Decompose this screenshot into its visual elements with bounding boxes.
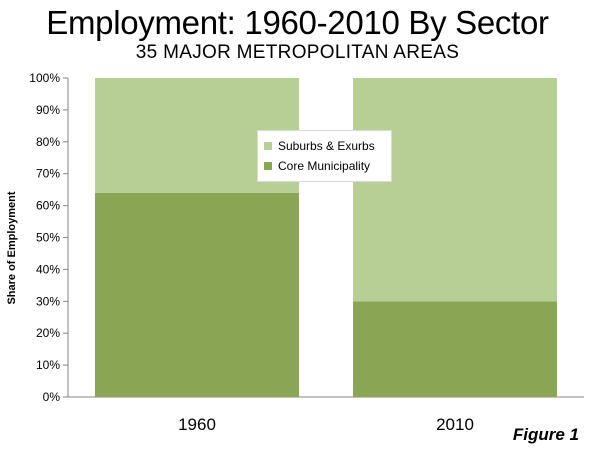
y-tick-label: 80% [36, 135, 60, 149]
legend-label-suburbs: Suburbs & Exurbs [278, 139, 375, 153]
chart-subtitle: 35 MAJOR METROPOLITAN AREAS [135, 42, 460, 63]
chart-title: Employment: 1960-2010 By Sector [46, 4, 549, 41]
legend-label-core: Core Municipality [278, 159, 371, 173]
y-tick-label: 0% [43, 390, 61, 404]
y-tick-label: 40% [36, 262, 60, 276]
bar-suburbs-2010 [353, 78, 557, 302]
legend-item-core: Core Municipality [264, 158, 370, 174]
x-tick-label: 1960 [178, 415, 216, 434]
bar-core-2010 [353, 301, 557, 397]
y-tick-label: 100% [29, 71, 60, 85]
y-tick-label: 70% [36, 167, 60, 181]
legend-swatch-core [264, 162, 272, 170]
y-tick-label: 10% [36, 358, 60, 372]
x-tick-label: 2010 [436, 415, 474, 434]
legend-item-suburbs: Suburbs & Exurbs [264, 138, 375, 154]
y-tick-label: 20% [36, 326, 60, 340]
y-tick-label: 30% [36, 294, 60, 308]
legend-swatch-suburbs [264, 142, 272, 150]
legend: Suburbs & Exurbs Core Municipality [257, 130, 392, 182]
y-tick-label: 60% [36, 199, 60, 213]
figure-label: Figure 1 [512, 425, 579, 444]
y-tick-label: 90% [36, 103, 60, 117]
y-tick-label: 50% [36, 231, 60, 245]
bar-core-1960 [95, 192, 299, 397]
